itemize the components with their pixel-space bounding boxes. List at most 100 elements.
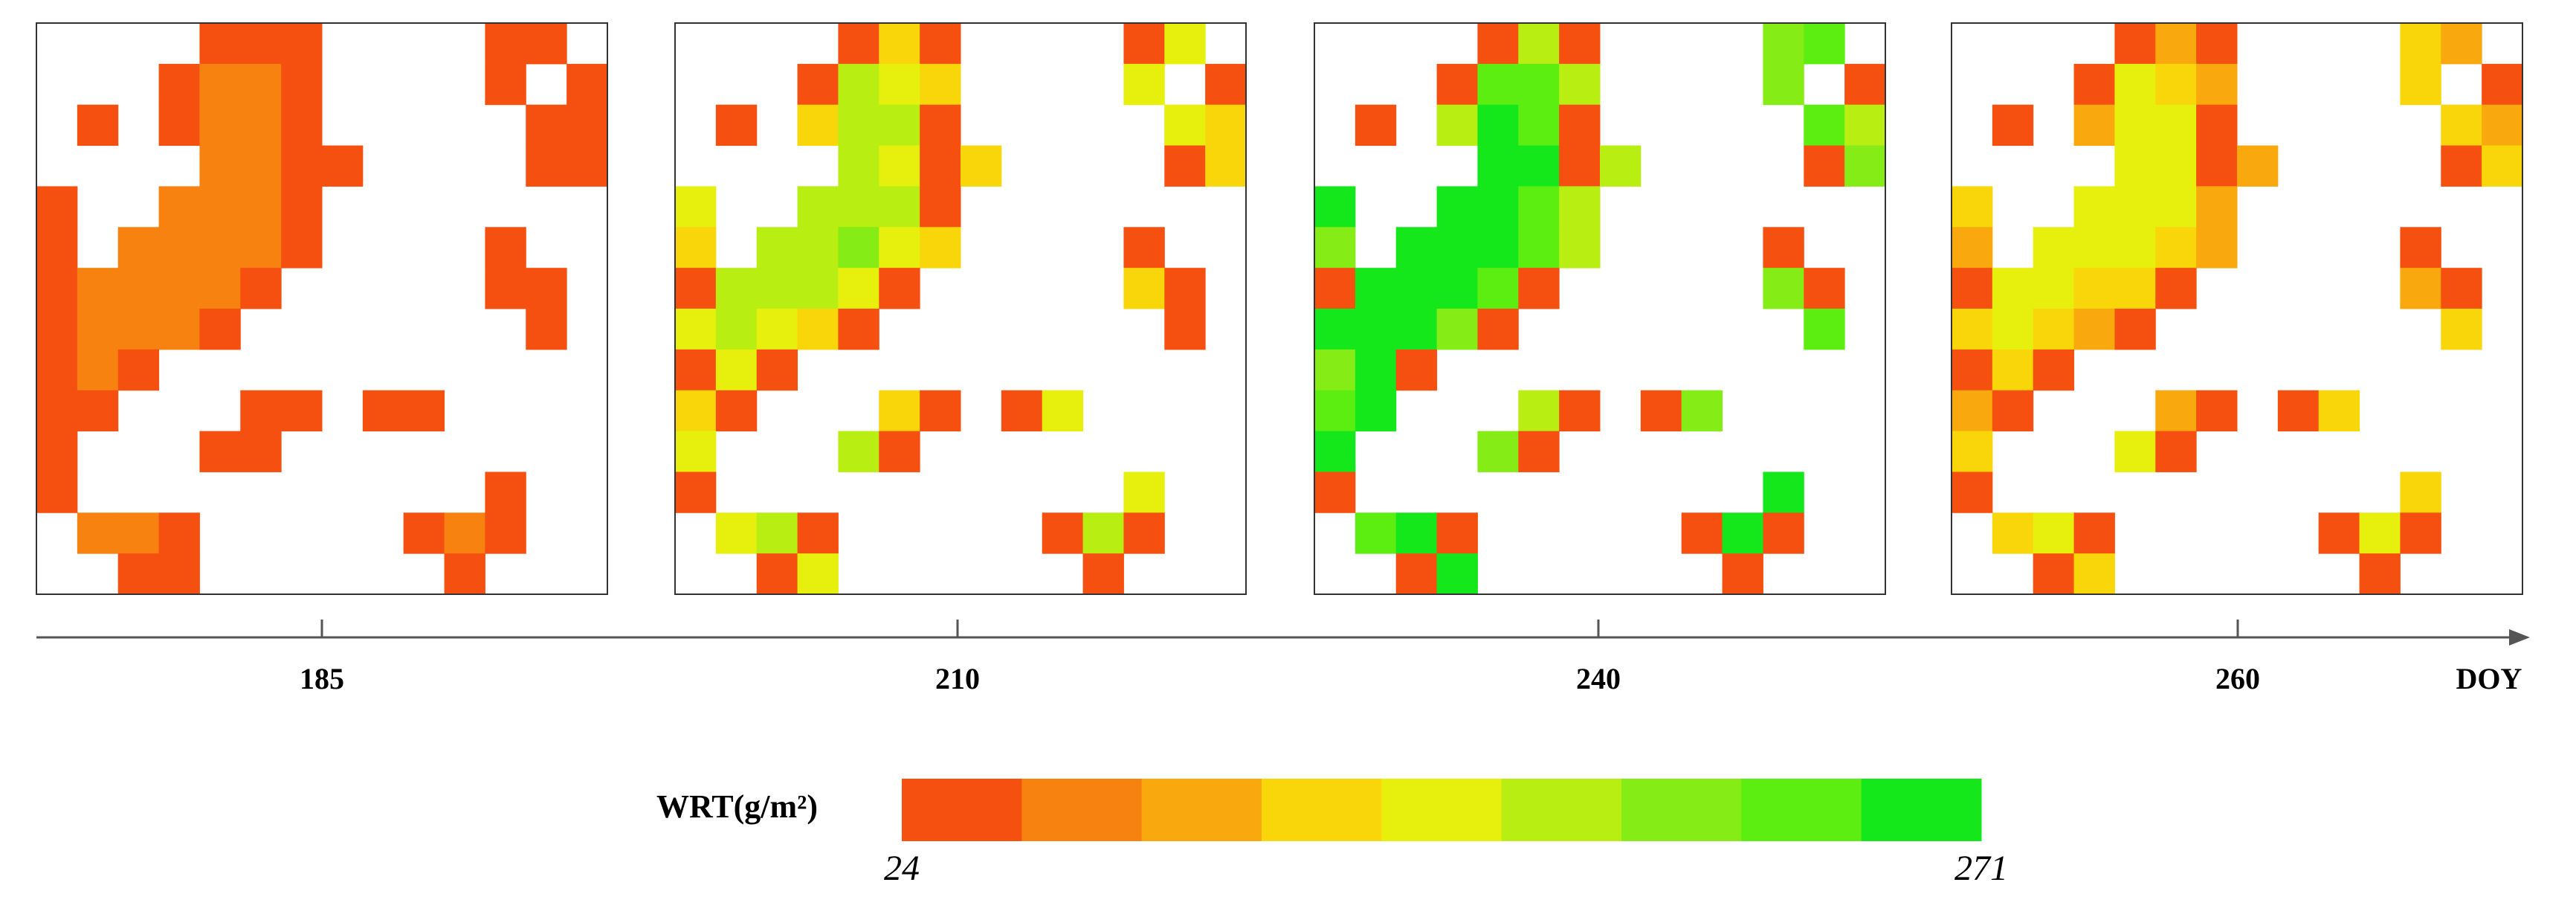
map-cell [2441, 104, 2482, 147]
map-cell [1355, 390, 1397, 432]
map-cell [756, 349, 798, 391]
map-cell [444, 553, 485, 595]
map-cell [1123, 472, 1165, 513]
map-cell [1559, 63, 1601, 106]
map-cell [1763, 268, 1804, 309]
map-cell [1314, 227, 1356, 268]
map-cell [1844, 145, 1886, 187]
map-cell [2196, 63, 2238, 106]
map-cell [2441, 23, 2482, 65]
map-cell [1314, 186, 1356, 228]
map-cell [2400, 23, 2441, 65]
map-cell [1559, 23, 1601, 65]
map-cell [2400, 512, 2441, 554]
map-cell [2196, 145, 2238, 187]
colorbar-max: 271 [1954, 849, 2008, 888]
map-cell [2114, 23, 2156, 65]
map-cell [117, 227, 160, 268]
map-cell [1477, 23, 1519, 65]
map-cell [1804, 104, 1845, 147]
map-cell [2073, 268, 2115, 309]
map-cell [1164, 309, 1206, 350]
map-cell [485, 268, 526, 309]
panel-frame [1314, 22, 1886, 595]
map-cell [485, 227, 526, 268]
map-cell [2114, 431, 2156, 472]
map-cell [1436, 512, 1478, 554]
map-cell [2114, 309, 2156, 350]
map-cell [2441, 145, 2482, 187]
map-cell [797, 186, 839, 228]
map-cell [1436, 63, 1478, 106]
map-cell [1082, 553, 1124, 595]
colorbar-swatch [1262, 779, 1382, 841]
map-cell [1992, 104, 2034, 147]
panel-frame [674, 22, 1247, 595]
map-cell [2155, 390, 2197, 432]
map-cell [920, 186, 961, 228]
map-cell [756, 512, 798, 554]
map-cell [1395, 309, 1438, 350]
map-cell [1559, 227, 1601, 268]
map-cell [240, 390, 282, 432]
map-cell [1395, 349, 1438, 391]
map-cell [879, 23, 920, 65]
map-cell [1952, 472, 1993, 513]
map-cell [2073, 227, 2115, 268]
map-cell [879, 104, 920, 147]
map-cell [240, 23, 282, 65]
map-cell [675, 186, 717, 228]
map-cell [1164, 23, 1206, 65]
map-cell [838, 227, 879, 268]
map-cell [1205, 145, 1247, 187]
map-cell [1164, 145, 1206, 187]
map-cell [2073, 512, 2115, 554]
map-cell [1992, 349, 2034, 391]
map-cell [36, 431, 78, 472]
map-cell [1355, 268, 1397, 309]
axis-arrow [2509, 629, 2530, 646]
map-cell [1477, 227, 1519, 268]
panel-frame [1951, 22, 2523, 595]
map-cell [920, 227, 961, 268]
map-cell [485, 63, 526, 106]
map-cell [2196, 104, 2238, 147]
map-cell [2155, 23, 2197, 65]
map-cell [1355, 512, 1397, 554]
map-cell [281, 23, 323, 65]
map-cell [322, 145, 364, 187]
map-cell [1042, 512, 1084, 554]
map-cell [797, 63, 839, 106]
map-cell [1436, 553, 1478, 595]
map-cell [240, 431, 282, 472]
map-cell [1952, 349, 1993, 391]
map-cell [1763, 23, 1804, 65]
map-cell [117, 268, 160, 309]
map-cell [77, 390, 119, 432]
map-cell [2155, 431, 2197, 472]
map-cell [1804, 268, 1845, 309]
map-cell [2400, 63, 2441, 106]
map-cell [526, 309, 567, 350]
map-cell [158, 186, 200, 228]
map-cell [756, 268, 798, 309]
map-cell [1559, 390, 1601, 432]
map-cell [675, 431, 717, 472]
map-cell [920, 104, 961, 147]
map-cell [526, 23, 567, 65]
map-cell [2114, 268, 2156, 309]
map-cell [2033, 268, 2075, 309]
map-cell [2400, 268, 2441, 309]
map-cell [879, 227, 920, 268]
map-cell [1123, 23, 1165, 65]
map-cell [2114, 104, 2156, 147]
map-cell [920, 23, 961, 65]
colorbar-swatch [1501, 779, 1622, 841]
map-cell [485, 512, 526, 554]
map-cell [1314, 309, 1356, 350]
map-cell [1314, 472, 1356, 513]
map-cell [1477, 309, 1519, 350]
map-cell [158, 553, 200, 595]
map-cell [879, 145, 920, 187]
map-cell [240, 145, 282, 187]
